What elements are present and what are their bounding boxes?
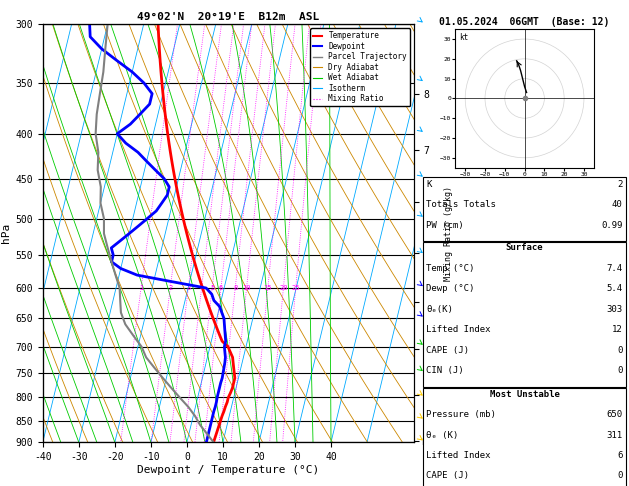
Text: 0: 0: [617, 366, 623, 375]
Text: CAPE (J): CAPE (J): [426, 471, 469, 481]
Text: 0: 0: [617, 471, 623, 481]
Title: 49°02'N  20°19'E  B12m  ASL: 49°02'N 20°19'E B12m ASL: [137, 12, 320, 22]
Text: 6: 6: [219, 285, 223, 291]
Text: 6: 6: [617, 451, 623, 460]
Text: Mixing Ratio (g/kg): Mixing Ratio (g/kg): [444, 186, 453, 281]
Text: 40: 40: [612, 200, 623, 209]
Bar: [423, 242, 626, 387]
Text: 0: 0: [617, 346, 623, 355]
Text: θₑ(K): θₑ(K): [426, 305, 454, 314]
Text: 650: 650: [606, 410, 623, 419]
Text: PW (cm): PW (cm): [426, 221, 464, 230]
Text: θₑ (K): θₑ (K): [426, 431, 459, 440]
Text: 4: 4: [199, 285, 204, 291]
Text: K: K: [426, 180, 432, 189]
Text: 3: 3: [186, 285, 191, 291]
Text: Lifted Index: Lifted Index: [426, 451, 491, 460]
Text: Pressure (mb): Pressure (mb): [426, 410, 496, 419]
Legend: Temperature, Dewpoint, Parcel Trajectory, Dry Adiabat, Wet Adiabat, Isotherm, Mi: Temperature, Dewpoint, Parcel Trajectory…: [310, 28, 410, 106]
Text: 2: 2: [168, 285, 172, 291]
Text: Lifted Index: Lifted Index: [426, 325, 491, 334]
Text: CAPE (J): CAPE (J): [426, 346, 469, 355]
Y-axis label: km
ASL: km ASL: [432, 225, 454, 242]
Text: 20: 20: [279, 285, 287, 291]
Text: 8: 8: [233, 285, 237, 291]
Text: Dewp (°C): Dewp (°C): [426, 284, 475, 294]
X-axis label: Dewpoint / Temperature (°C): Dewpoint / Temperature (°C): [137, 465, 320, 475]
Text: Most Unstable: Most Unstable: [489, 390, 560, 399]
Text: 1: 1: [139, 285, 143, 291]
Text: 15: 15: [264, 285, 272, 291]
Text: 0.99: 0.99: [601, 221, 623, 230]
Text: Totals Totals: Totals Totals: [426, 200, 496, 209]
Text: Temp (°C): Temp (°C): [426, 264, 475, 273]
Text: 01.05.2024  06GMT  (Base: 12): 01.05.2024 06GMT (Base: 12): [440, 17, 610, 27]
Bar: [423, 388, 626, 486]
Text: LCL: LCL: [421, 438, 437, 447]
Y-axis label: hPa: hPa: [1, 223, 11, 243]
Text: 7.4: 7.4: [606, 264, 623, 273]
Text: 303: 303: [606, 305, 623, 314]
Text: CIN (J): CIN (J): [426, 366, 464, 375]
Text: 5.4: 5.4: [606, 284, 623, 294]
Bar: [423, 177, 626, 241]
Text: kt: kt: [459, 33, 469, 42]
Text: 2: 2: [617, 180, 623, 189]
Text: 5: 5: [210, 285, 214, 291]
Text: 12: 12: [612, 325, 623, 334]
Text: 311: 311: [606, 431, 623, 440]
Text: Surface: Surface: [506, 243, 543, 253]
Text: 10: 10: [242, 285, 251, 291]
Text: 25: 25: [291, 285, 300, 291]
